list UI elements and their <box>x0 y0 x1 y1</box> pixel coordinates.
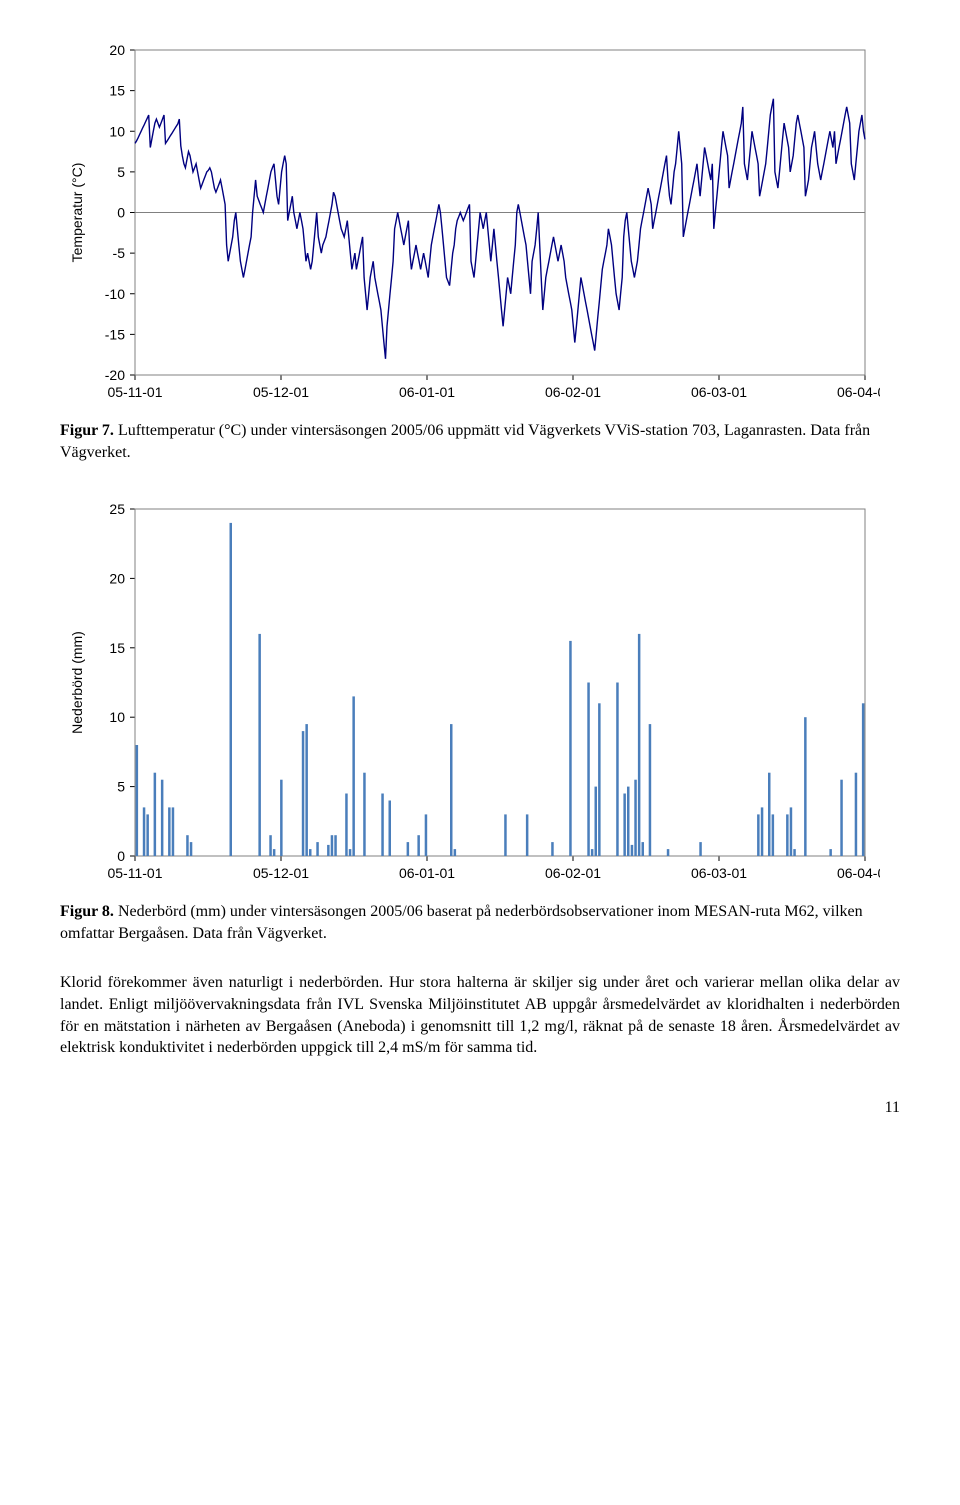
svg-text:25: 25 <box>109 501 125 517</box>
svg-text:05-11-01: 05-11-01 <box>107 865 162 881</box>
svg-text:06-04-01: 06-04-01 <box>837 384 880 400</box>
svg-text:-15: -15 <box>105 326 125 342</box>
svg-text:5: 5 <box>117 164 125 180</box>
svg-text:20: 20 <box>109 42 125 58</box>
svg-text:06-03-01: 06-03-01 <box>691 384 747 400</box>
svg-text:05-12-01: 05-12-01 <box>253 865 309 881</box>
svg-text:06-01-01: 06-01-01 <box>399 865 455 881</box>
caption-7-fignum: Figur 7. <box>60 422 114 439</box>
chart-temperature-svg: -20 -15 -10 -5 0 5 10 15 20 05-11-01 05-12-01 06-01… <box>60 40 880 410</box>
svg-text:5: 5 <box>117 779 125 795</box>
chart-precipitation: 0 5 10 15 20 25 05-11-01 05-12-01 06-01-01 06-02-… <box>60 491 900 891</box>
svg-text:0: 0 <box>117 848 125 864</box>
caption-8-text: Nederbörd (mm) under vintersäsongen 2005… <box>60 903 863 942</box>
svg-text:06-02-01: 06-02-01 <box>545 384 601 400</box>
svg-text:-5: -5 <box>113 245 126 261</box>
page-number: 11 <box>60 1099 900 1117</box>
svg-text:06-02-01: 06-02-01 <box>545 865 601 881</box>
chart-temperature: -20 -15 -10 -5 0 5 10 15 20 05-11-01 05-12-01 06-01… <box>60 40 900 410</box>
svg-text:06-01-01: 06-01-01 <box>399 384 455 400</box>
svg-text:06-03-01: 06-03-01 <box>691 865 747 881</box>
svg-text:10: 10 <box>109 123 125 139</box>
svg-text:05-11-01: 05-11-01 <box>107 384 162 400</box>
svg-text:-20: -20 <box>105 367 125 383</box>
svg-text:0: 0 <box>117 205 125 221</box>
svg-text:Temperatur (°C): Temperatur (°C) <box>69 163 85 263</box>
svg-text:05-12-01: 05-12-01 <box>253 384 309 400</box>
svg-text:06-04-01: 06-04-01 <box>837 865 880 881</box>
svg-text:15: 15 <box>109 640 125 656</box>
svg-text:20: 20 <box>109 571 125 587</box>
chart-precipitation-svg: 0 5 10 15 20 25 05-11-01 05-12-01 06-01-01 06-02-… <box>60 491 880 891</box>
svg-text:-10: -10 <box>105 286 125 302</box>
caption-7-text: Lufttemperatur (°C) under vintersäsongen… <box>60 422 870 461</box>
body-paragraph-1: Klorid förekommer även naturligt i neder… <box>60 972 900 1058</box>
svg-text:10: 10 <box>109 709 125 725</box>
caption-figur-8: Figur 8. Nederbörd (mm) under vintersäso… <box>60 901 900 944</box>
svg-text:15: 15 <box>109 83 125 99</box>
svg-text:Nederbörd (mm): Nederbörd (mm) <box>69 631 85 734</box>
caption-figur-7: Figur 7. Lufttemperatur (°C) under vinte… <box>60 420 900 463</box>
caption-8-fignum: Figur 8. <box>60 903 114 920</box>
